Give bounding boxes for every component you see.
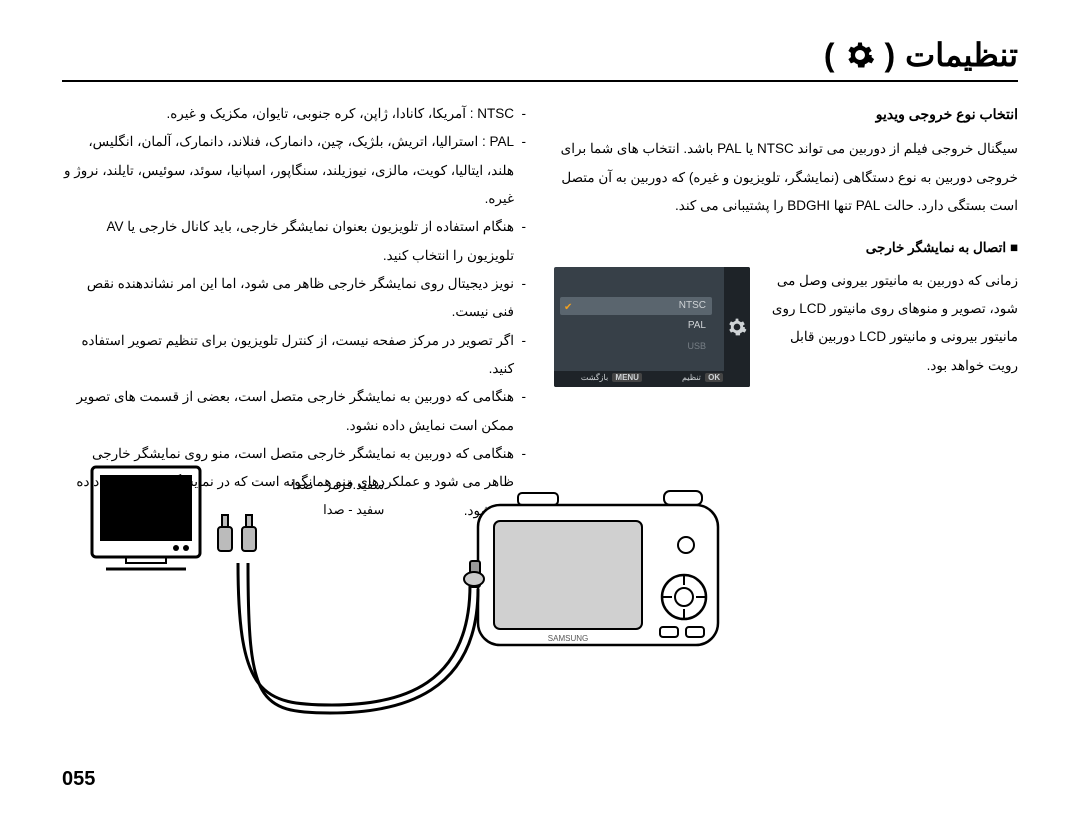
check-icon: ✔ [564,299,572,317]
left-bullet-3: اگر تصویر در مرکز صفحه نیست، از کنترل تل… [62,327,526,384]
left-bullet-4: هنگامی که دوربین به نمایشگر خارجی متصل ا… [62,383,526,440]
subsection-heading: اتصال به نمایشگر خارجی [554,234,1018,262]
left-bullet-2: نویز دیجیتال روی نمایشگر خارجی ظاهر می ش… [62,270,526,327]
menu-footer-set: OK تنظیم [682,370,723,386]
section-heading: انتخاب نوع خروجی ویدیو [554,100,1018,129]
page-number: 055 [62,768,95,791]
label-whitered: سفید.قرمز - صدا [292,473,384,498]
title-divider [62,80,1018,82]
menu-item-usb: USB [560,337,712,355]
camera-menu-screenshot: ✔ NTSC PAL USB OK تنظیم MENU بازگشت [554,267,750,387]
camera-icon: SAMSUNG [468,485,728,670]
gear-icon [845,40,875,70]
paren-open: ( [885,37,896,74]
paren-close: ) [824,37,835,74]
pal-line: PAL : استرالیا، اتریش، بلژیک، چین، دانما… [62,128,526,213]
menu-footer-back: MENU بازگشت [581,370,642,386]
page-title-row: تنظیمات ( ) [62,36,1018,74]
svg-text:SAMSUNG: SAMSUNG [548,634,588,643]
menu-item-pal-label: PAL [688,320,706,331]
menu-footer: OK تنظیم MENU بازگشت [554,371,750,387]
menu-item-ntsc-label: NTSC [679,300,706,311]
ntsc-line: NTSC : آمریکا، کانادا، ژاپن، کره جنوبی، … [62,100,526,128]
left-bullet-1: هنگام استفاده از تلویزیون بعنوان نمایشگر… [62,213,526,270]
menu-gear-icon [727,317,747,347]
right-paragraph-2: زمانی که دوربین به مانیتور بیرونی وصل می… [762,267,1018,387]
connection-diagram: سفید.قرمز - صدا سفید - صدا [62,455,1018,725]
menu-item-ntsc: ✔ NTSC [560,297,712,315]
menu-item-usb-label: USB [687,341,706,351]
label-white: سفید - صدا [292,498,384,523]
tv-icon [86,461,206,586]
cable-labels: سفید.قرمز - صدا سفید - صدا [292,473,384,522]
menu-item-pal: PAL [560,317,712,335]
right-body-row: زمانی که دوربین به مانیتور بیرونی وصل می… [554,267,1018,387]
av-plugs-icon [212,511,272,566]
right-paragraph-1: سیگنال خروجی فیلم از دوربین می تواند NTS… [554,135,1018,220]
page-title: تنظیمات [905,36,1018,74]
